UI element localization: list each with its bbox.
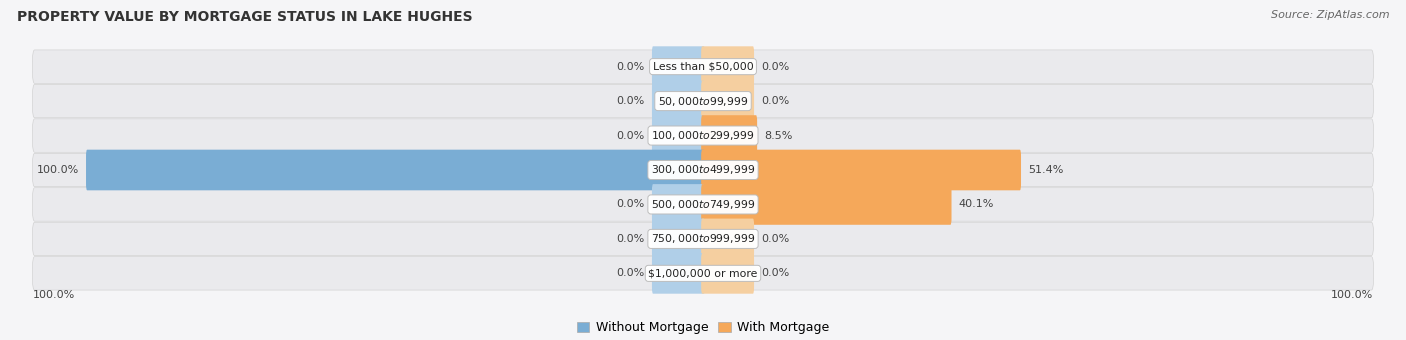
Text: $750,000 to $999,999: $750,000 to $999,999 bbox=[651, 233, 755, 245]
Text: $50,000 to $99,999: $50,000 to $99,999 bbox=[658, 95, 748, 107]
FancyBboxPatch shape bbox=[32, 257, 1374, 290]
FancyBboxPatch shape bbox=[652, 81, 704, 121]
FancyBboxPatch shape bbox=[32, 188, 1374, 221]
Text: 0.0%: 0.0% bbox=[616, 131, 644, 140]
Text: $100,000 to $299,999: $100,000 to $299,999 bbox=[651, 129, 755, 142]
Text: 0.0%: 0.0% bbox=[616, 234, 644, 244]
FancyBboxPatch shape bbox=[702, 81, 754, 121]
FancyBboxPatch shape bbox=[702, 115, 756, 156]
Text: PROPERTY VALUE BY MORTGAGE STATUS IN LAKE HUGHES: PROPERTY VALUE BY MORTGAGE STATUS IN LAK… bbox=[17, 10, 472, 24]
FancyBboxPatch shape bbox=[652, 46, 704, 87]
FancyBboxPatch shape bbox=[652, 253, 704, 294]
Text: 100.0%: 100.0% bbox=[37, 165, 79, 175]
Text: 0.0%: 0.0% bbox=[762, 268, 790, 278]
FancyBboxPatch shape bbox=[32, 84, 1374, 118]
Text: 100.0%: 100.0% bbox=[32, 290, 75, 300]
FancyBboxPatch shape bbox=[702, 184, 952, 225]
Text: 100.0%: 100.0% bbox=[1331, 290, 1374, 300]
Text: Source: ZipAtlas.com: Source: ZipAtlas.com bbox=[1271, 10, 1389, 20]
Text: 0.0%: 0.0% bbox=[616, 268, 644, 278]
Text: Less than $50,000: Less than $50,000 bbox=[652, 62, 754, 72]
Text: 0.0%: 0.0% bbox=[762, 96, 790, 106]
Text: 51.4%: 51.4% bbox=[1028, 165, 1064, 175]
FancyBboxPatch shape bbox=[32, 50, 1374, 83]
Legend: Without Mortgage, With Mortgage: Without Mortgage, With Mortgage bbox=[572, 317, 834, 339]
Text: 0.0%: 0.0% bbox=[616, 62, 644, 72]
Text: 0.0%: 0.0% bbox=[762, 62, 790, 72]
FancyBboxPatch shape bbox=[86, 150, 704, 190]
Text: 0.0%: 0.0% bbox=[762, 234, 790, 244]
FancyBboxPatch shape bbox=[702, 219, 754, 259]
FancyBboxPatch shape bbox=[702, 253, 754, 294]
FancyBboxPatch shape bbox=[652, 219, 704, 259]
FancyBboxPatch shape bbox=[652, 115, 704, 156]
FancyBboxPatch shape bbox=[32, 222, 1374, 256]
Text: 40.1%: 40.1% bbox=[959, 200, 994, 209]
Text: $1,000,000 or more: $1,000,000 or more bbox=[648, 268, 758, 278]
Text: 0.0%: 0.0% bbox=[616, 200, 644, 209]
FancyBboxPatch shape bbox=[702, 46, 754, 87]
Text: 0.0%: 0.0% bbox=[616, 96, 644, 106]
FancyBboxPatch shape bbox=[32, 153, 1374, 187]
Text: $500,000 to $749,999: $500,000 to $749,999 bbox=[651, 198, 755, 211]
FancyBboxPatch shape bbox=[32, 119, 1374, 152]
Text: 8.5%: 8.5% bbox=[765, 131, 793, 140]
FancyBboxPatch shape bbox=[702, 150, 1021, 190]
Text: $300,000 to $499,999: $300,000 to $499,999 bbox=[651, 164, 755, 176]
FancyBboxPatch shape bbox=[652, 184, 704, 225]
